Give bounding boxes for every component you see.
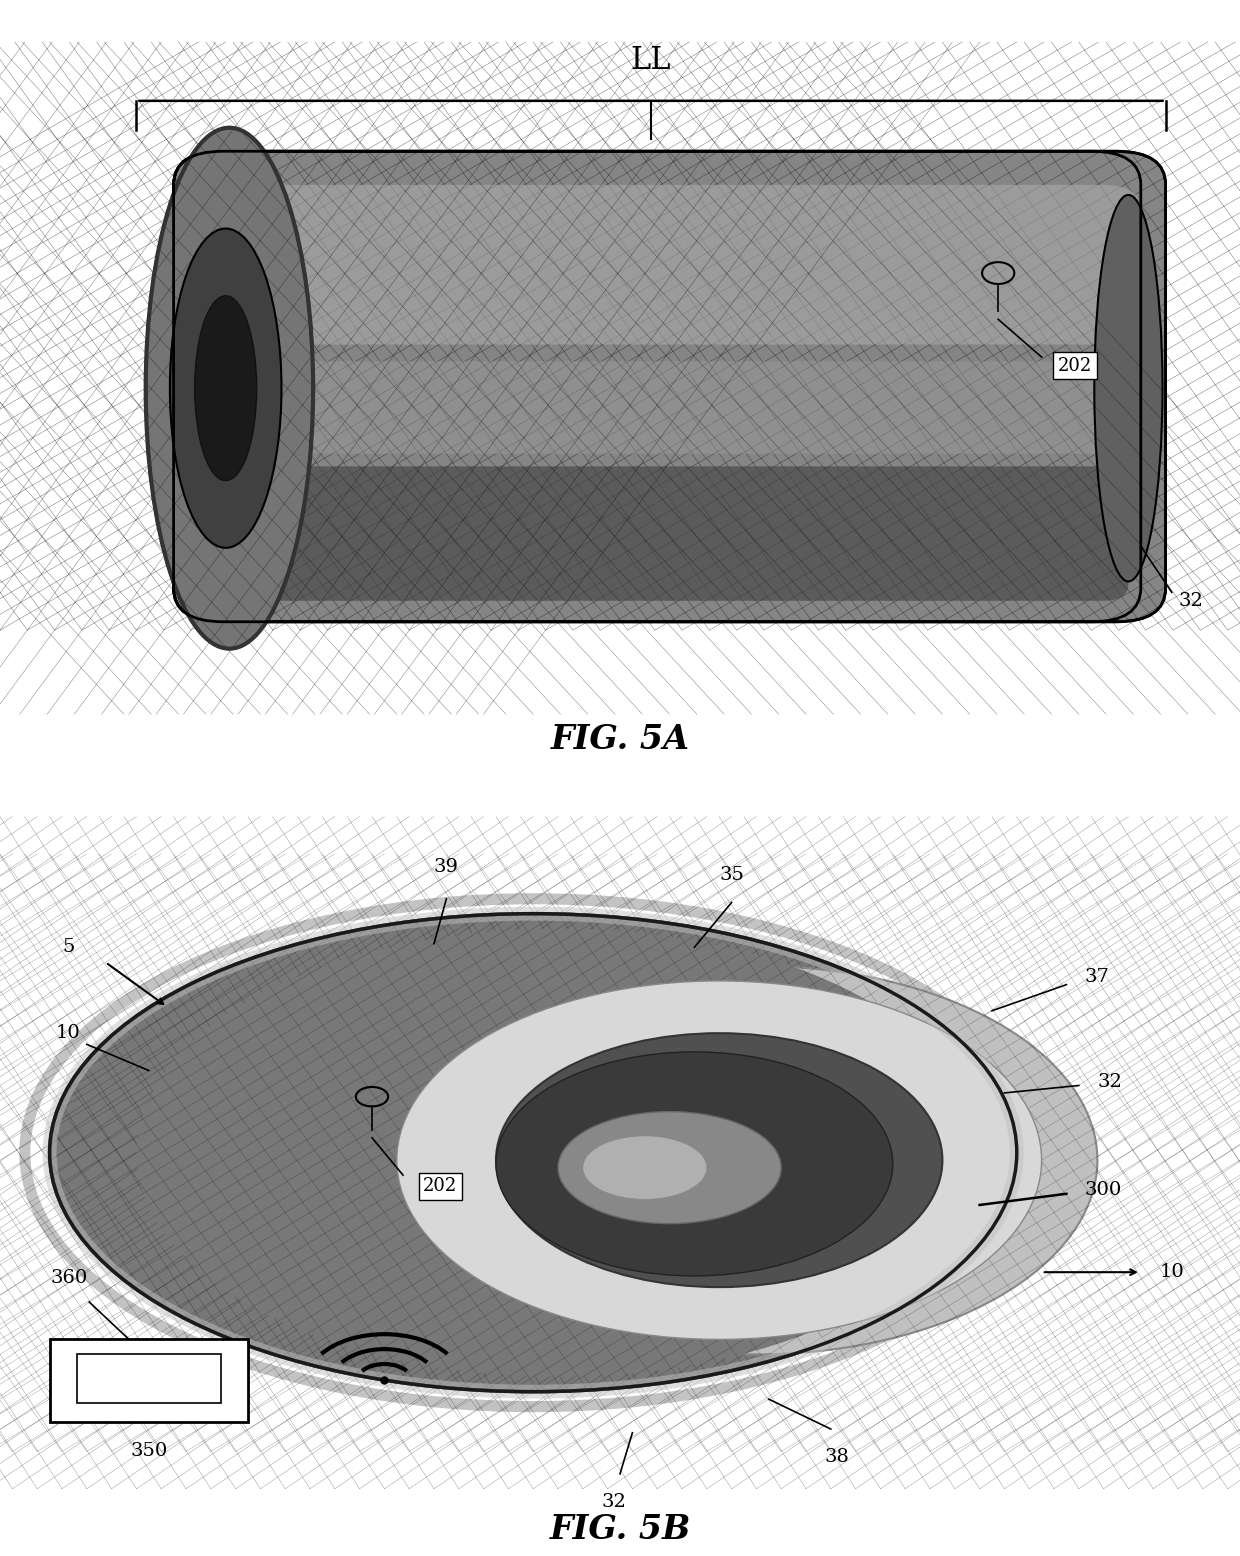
- Text: 38: 38: [825, 1447, 849, 1466]
- Text: 350: 350: [130, 1442, 167, 1461]
- Text: 39: 39: [434, 859, 459, 876]
- Ellipse shape: [397, 980, 1042, 1340]
- Ellipse shape: [558, 1111, 781, 1223]
- FancyBboxPatch shape: [198, 185, 1141, 344]
- Text: 32: 32: [601, 1492, 626, 1511]
- Text: 360: 360: [51, 1270, 88, 1287]
- Text: 10: 10: [56, 1024, 81, 1043]
- Ellipse shape: [170, 229, 281, 548]
- Ellipse shape: [496, 1033, 942, 1287]
- Text: FIG. 5A: FIG. 5A: [551, 724, 689, 756]
- Ellipse shape: [50, 913, 1017, 1391]
- Text: 35: 35: [719, 865, 744, 884]
- Text: 5: 5: [62, 938, 74, 957]
- FancyBboxPatch shape: [174, 151, 1166, 622]
- Ellipse shape: [415, 966, 1097, 1354]
- Bar: [50, 1340, 248, 1422]
- Ellipse shape: [146, 128, 312, 649]
- Text: 202: 202: [1058, 356, 1092, 375]
- Ellipse shape: [195, 296, 257, 481]
- Text: 202: 202: [423, 1178, 458, 1195]
- Bar: [77, 1354, 221, 1404]
- Text: 10: 10: [1159, 1263, 1184, 1281]
- Text: 37: 37: [1085, 968, 1110, 987]
- Ellipse shape: [583, 1136, 707, 1200]
- Text: 32: 32: [1097, 1072, 1122, 1091]
- Text: 32: 32: [1178, 591, 1203, 610]
- Ellipse shape: [1094, 194, 1162, 582]
- Text: FIG. 5B: FIG. 5B: [549, 1514, 691, 1547]
- FancyBboxPatch shape: [211, 467, 1128, 601]
- Text: 300: 300: [1085, 1181, 1122, 1200]
- Ellipse shape: [136, 929, 980, 1377]
- Ellipse shape: [496, 1052, 893, 1276]
- Text: LL: LL: [631, 45, 671, 76]
- FancyBboxPatch shape: [223, 361, 1141, 454]
